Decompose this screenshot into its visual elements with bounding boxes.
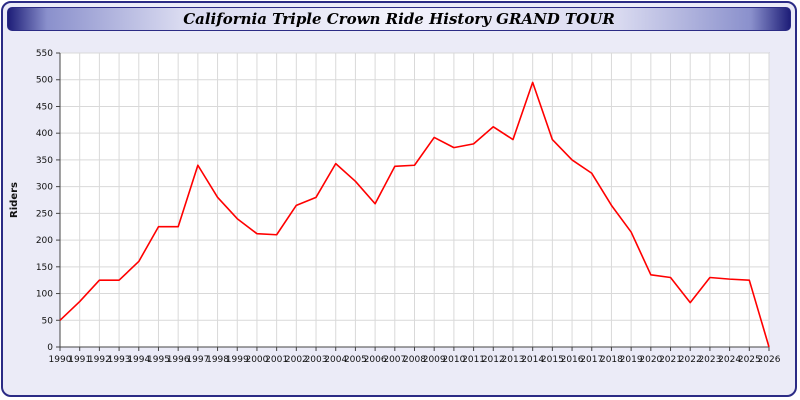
x-tick-label: 2014: [521, 355, 544, 365]
x-tick-label: 2009: [423, 355, 446, 365]
x-tick-label: 2007: [383, 355, 406, 365]
y-tick-label: 550: [36, 49, 53, 59]
x-tick-label: 2019: [620, 355, 643, 365]
y-tick-label: 350: [36, 156, 53, 166]
x-tick-label: 2004: [324, 355, 347, 365]
x-tick-label: 2026: [758, 355, 781, 365]
x-tick-label: 2018: [600, 355, 623, 365]
x-tick-label: 2020: [639, 355, 662, 365]
x-tick-label: 2021: [659, 355, 682, 365]
x-tick-label: 1996: [167, 355, 190, 365]
y-tick-label: 0: [47, 343, 53, 353]
x-tick-label: 2013: [502, 355, 525, 365]
x-tick-label: 2015: [541, 355, 564, 365]
x-tick-label: 2012: [482, 355, 505, 365]
riders-line-chart: 0501001502002503003504004505005501990199…: [9, 49, 781, 365]
x-tick-label: 2010: [442, 355, 465, 365]
x-tick-label: 1994: [127, 355, 150, 365]
y-tick-label: 450: [36, 102, 53, 112]
x-tick-label: 2000: [245, 355, 268, 365]
x-tick-label: 1995: [147, 355, 170, 365]
x-tick-label: 2002: [285, 355, 308, 365]
y-tick-label: 50: [42, 316, 54, 326]
x-tick-label: 2017: [580, 355, 603, 365]
x-tick-label: 2006: [364, 355, 387, 365]
x-tick-label: 1993: [108, 355, 131, 365]
y-tick-label: 500: [36, 76, 53, 86]
riders-series-line: [59, 81, 770, 348]
y-tick-label: 100: [36, 290, 53, 300]
y-axis-title: Riders: [9, 182, 20, 218]
x-tick-label: 2005: [344, 355, 367, 365]
x-tick-label: 2001: [265, 355, 288, 365]
x-tick-label: 2016: [561, 355, 584, 365]
x-tick-label: 2023: [698, 355, 721, 365]
x-tick-label: 2024: [718, 355, 741, 365]
x-tick-label: 2011: [462, 355, 485, 365]
y-tick-label: 150: [36, 263, 53, 273]
x-tick-label: 2022: [679, 355, 702, 365]
x-tick-label: 2008: [403, 355, 426, 365]
x-tick-label: 1992: [88, 355, 111, 365]
x-tick-label: 1990: [49, 355, 72, 365]
y-tick-label: 200: [36, 236, 53, 246]
x-tick-label: 1997: [186, 355, 209, 365]
y-tick-label: 300: [36, 183, 53, 193]
x-tick-label: 1998: [206, 355, 229, 365]
x-tick-label: 2003: [305, 355, 328, 365]
y-tick-label: 250: [36, 209, 53, 219]
chart-area: 0 50 100 150 200 250 300 350 400 450 500 550 1990 199…: [3, 35, 795, 395]
x-tick-label: 2025: [738, 355, 761, 365]
page-title: California Triple Crown Ride History GRA…: [183, 10, 615, 28]
chart-title-bar: California Triple Crown Ride History GRA…: [7, 7, 791, 31]
x-tick-label: 1991: [68, 355, 91, 365]
y-tick-label: 400: [36, 129, 53, 139]
x-tick-label: 1999: [226, 355, 249, 365]
